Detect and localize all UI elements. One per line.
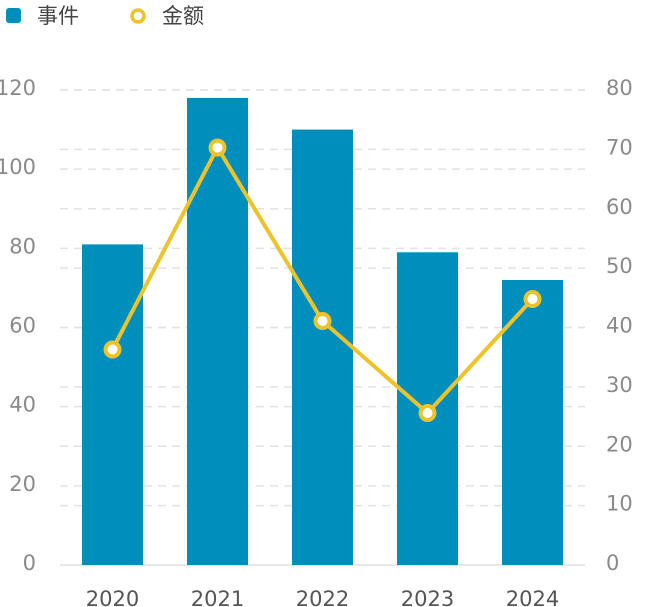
y-left-tick-label: 20 (9, 472, 36, 496)
x-tick-label: 2020 (86, 587, 139, 607)
bar-2020 (82, 244, 143, 565)
y-right-tick-label: 60 (606, 195, 633, 219)
x-tick-label: 2022 (296, 587, 349, 607)
point-2022 (313, 311, 332, 330)
y-right-tick-label: 70 (606, 135, 633, 159)
x-tick-label: 2023 (401, 587, 454, 607)
y-left-tick-label: 120 (0, 76, 36, 100)
y-left-tick-label: 40 (9, 393, 36, 417)
legend-bar-swatch (6, 8, 21, 23)
y-right-tick-label: 0 (606, 551, 619, 575)
legend-line-swatch (130, 8, 146, 24)
y-left-tick-label: 0 (23, 551, 36, 575)
point-2020 (103, 340, 122, 359)
point-2024 (523, 290, 542, 308)
y-right-tick-label: 80 (606, 76, 633, 100)
x-tick-label: 2024 (506, 587, 559, 607)
bar-2022 (292, 129, 353, 566)
y-right-tick-label: 30 (606, 373, 633, 397)
point-2021 (208, 138, 227, 157)
y-right-tick-label: 40 (606, 314, 633, 338)
bar-2021 (187, 97, 248, 566)
legend-label-amount: 金额 (162, 4, 204, 28)
point-2023 (418, 404, 437, 422)
y-left-tick-label: 100 (0, 155, 36, 179)
y-left-tick-label: 60 (9, 314, 36, 338)
bar-2024 (502, 280, 563, 565)
legend-label-events: 事件 (37, 4, 79, 28)
y-left-tick-label: 80 (9, 234, 36, 258)
y-right-tick-label: 10 (606, 492, 633, 516)
x-tick-label: 2021 (191, 587, 244, 607)
y-right-tick-label: 50 (606, 254, 633, 278)
y-right-tick-label: 20 (606, 432, 633, 456)
